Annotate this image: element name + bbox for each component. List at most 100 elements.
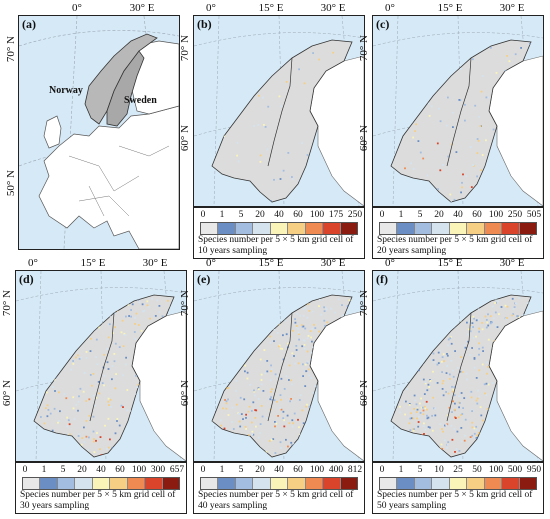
legend-scale: 0 1 5 10 25 50 100 500 950 — [376, 465, 542, 476]
legend-swatch — [201, 478, 219, 489]
legend-swatch — [235, 223, 254, 234]
legend-tick: 0 — [200, 210, 206, 220]
europe-map: (a) Norway Sweden — [18, 15, 180, 250]
legend-swatch — [235, 478, 254, 489]
legend-swatch — [75, 478, 93, 489]
europe-landmass — [38, 105, 179, 249]
legend-tick: 1 — [219, 465, 225, 475]
color-legend: 0 1 5 20 40 60 100 400 812 Species number per 5 ×… — [193, 462, 365, 514]
norway-sweden-border — [89, 312, 115, 422]
legend-tick: 250 — [347, 210, 363, 220]
lon-tick: 15° E — [258, 257, 284, 269]
legend-caption: Species number per 5 × 5 km grid cell of… — [377, 235, 533, 256]
legend-swatch — [145, 478, 163, 489]
legend-swatch — [110, 478, 128, 489]
legend-tick: 100 — [488, 465, 504, 475]
legend-tick: 1 — [398, 465, 404, 475]
lon-tick: 15° E — [258, 2, 284, 14]
legend-swatches — [379, 222, 537, 235]
legend-caption: Species number per 5 × 5 km grid cell of… — [20, 490, 176, 511]
legend-tick: 40 — [96, 465, 106, 475]
legend-swatch — [380, 223, 398, 234]
color-legend: 0 1 5 20 40 60 100 300 657 Species number per 5 ×… — [15, 462, 187, 514]
legend-caption: Species number per 5 × 5 km grid cell of… — [198, 490, 354, 511]
legend-swatch — [449, 478, 468, 489]
species-map-svg — [373, 16, 543, 206]
lon-tick: 0° — [385, 2, 395, 14]
legend-tick: 0 — [379, 210, 385, 220]
legend-tick: 40 — [453, 210, 463, 220]
legend-tick: 20 — [255, 210, 265, 220]
norway-label: Norway — [49, 85, 83, 96]
lon-tick: 30° E — [499, 257, 525, 269]
lon-tick: 30° E — [142, 257, 168, 269]
legend-swatch — [484, 478, 503, 489]
color-legend: 0 1 5 20 40 60 100 250 505 Species number per 5 ×… — [372, 207, 544, 259]
legend-swatch — [432, 478, 450, 489]
legend-swatch — [502, 223, 520, 234]
legend-tick: 500 — [507, 465, 523, 475]
sweden-label: Sweden — [124, 95, 157, 106]
legend-tick: 20 — [255, 465, 265, 475]
legend-scale: 0 1 5 20 40 60 100 400 812 — [197, 465, 363, 476]
legend-swatch — [340, 223, 357, 234]
legend-tick: 60 — [293, 210, 303, 220]
lat-tick-50n: 50° N — [5, 170, 17, 197]
lat-tick: 60° N — [179, 125, 191, 152]
legend-swatches — [22, 477, 180, 490]
lon-tick: 15° E — [80, 257, 106, 269]
legend-swatch — [502, 478, 520, 489]
scandinavia-landmass — [390, 39, 532, 203]
lat-tick: 60° N — [179, 380, 191, 407]
europe-map-svg — [19, 16, 179, 249]
legend-swatch — [253, 478, 271, 489]
legend-swatch — [432, 223, 450, 234]
norway-sweden-border — [267, 57, 293, 167]
norway-sweden-border — [267, 312, 293, 422]
legend-swatch — [414, 223, 433, 234]
legend-swatches — [379, 477, 537, 490]
panel-label: (c) — [376, 17, 390, 31]
species-map: (d) — [15, 270, 187, 462]
legend-swatch — [305, 478, 324, 489]
legend-swatch — [253, 223, 271, 234]
legend-tick: 20 — [77, 465, 87, 475]
legend-tick: 100 — [131, 465, 147, 475]
legend-swatch — [270, 223, 289, 234]
scandinavia-landmass — [211, 39, 353, 203]
legend-swatch — [323, 478, 341, 489]
legend-swatch — [397, 478, 415, 489]
legend-scale: 0 1 5 20 40 60 100 250 505 — [376, 210, 542, 221]
lon-tick: 0° — [385, 257, 395, 269]
legend-swatch — [127, 478, 146, 489]
legend-tick: 1 — [219, 210, 225, 220]
lon-tick: 0° — [28, 257, 38, 269]
panel-label-a: (a) — [22, 17, 36, 31]
legend-caption: Species number per 5 × 5 km grid cell of… — [377, 490, 533, 511]
species-map-svg — [194, 271, 364, 461]
lon-tick-0: 0° — [72, 2, 82, 14]
legend-swatch — [519, 223, 536, 234]
lon-tick: 30° E — [320, 2, 346, 14]
legend-scale: 0 1 5 20 40 60 100 175 250 — [197, 210, 363, 221]
panel-label: (d) — [19, 272, 34, 286]
legend-swatch — [40, 478, 58, 489]
legend-swatch — [484, 223, 503, 234]
lat-tick: 70° N — [358, 35, 370, 62]
legend-tick: 50 — [472, 465, 482, 475]
uk-landmass — [43, 115, 62, 149]
lon-tick: 0° — [206, 2, 216, 14]
lon-tick: 30° E — [499, 2, 525, 14]
scandinavia-landmass — [211, 294, 353, 458]
legend-tick: 812 — [347, 465, 363, 475]
legend-swatch — [323, 223, 341, 234]
legend-swatch — [380, 478, 398, 489]
color-legend: 0 1 5 10 25 50 100 500 950 Species number per 5 ×… — [372, 462, 544, 514]
lat-tick-70n: 70° N — [5, 36, 17, 63]
legend-tick: 250 — [507, 210, 523, 220]
legend-tick: 100 — [309, 465, 325, 475]
legend-swatches — [200, 222, 358, 235]
lat-tick: 70° N — [179, 35, 191, 62]
legend-tick: 505 — [526, 210, 542, 220]
legend-tick: 5 — [238, 465, 244, 475]
